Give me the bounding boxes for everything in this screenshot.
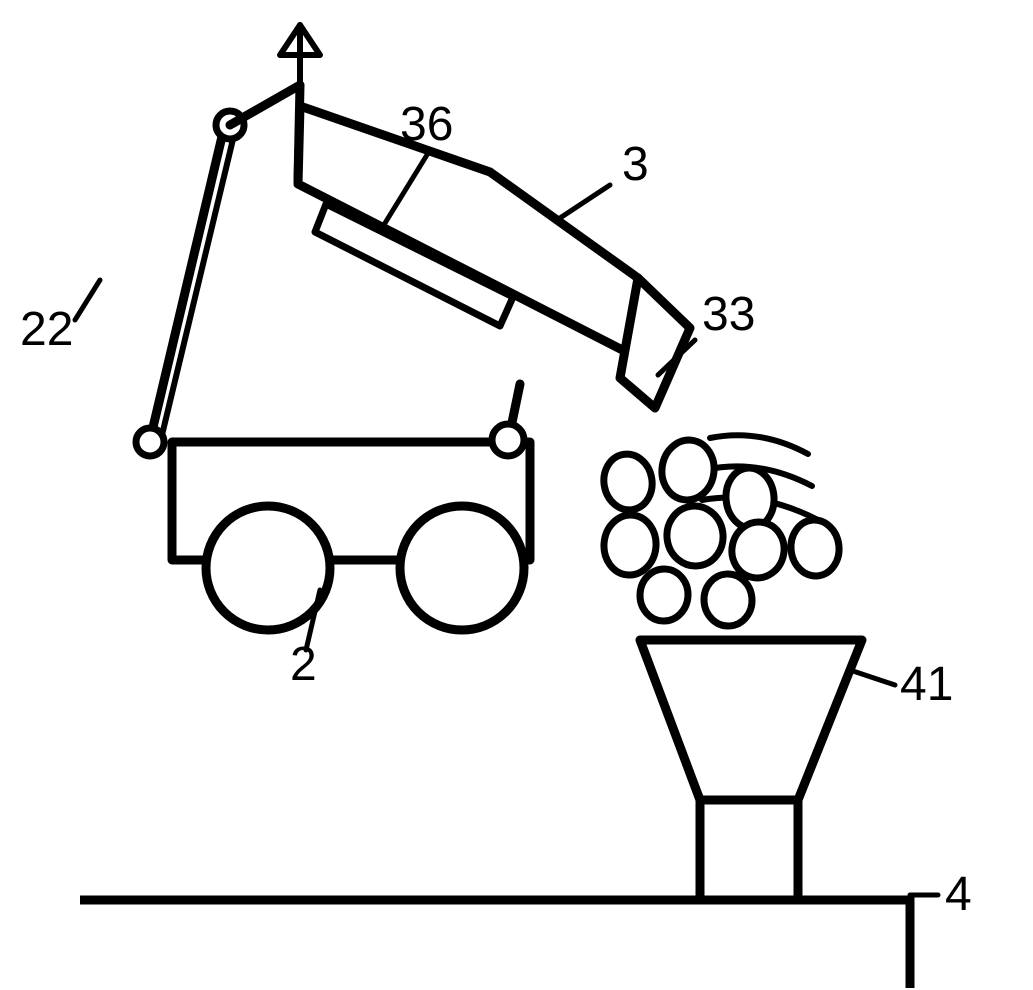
label-l2: 2 xyxy=(290,638,317,691)
lift-cylinder-outer xyxy=(150,128,224,440)
material-rock xyxy=(658,437,718,504)
dump-tailgate xyxy=(620,278,690,408)
material-rock xyxy=(600,450,657,513)
lift-pivot-bottom xyxy=(136,428,164,456)
motion-arc xyxy=(710,435,808,454)
label-l41: 41 xyxy=(900,658,953,711)
truck-wheel xyxy=(206,506,330,630)
material-rock xyxy=(702,572,754,627)
label-l33: 33 xyxy=(702,288,755,341)
dump-rear-pivot xyxy=(492,424,524,456)
lift-cylinder-inner xyxy=(162,135,234,435)
leader-line-l3 xyxy=(560,185,610,218)
diagram-svg: 36333222414 xyxy=(0,0,1033,990)
material-rock xyxy=(663,502,727,569)
platform-edge xyxy=(80,900,910,988)
material-rock xyxy=(638,567,690,622)
material-rock xyxy=(788,518,842,579)
truck-wheel xyxy=(400,506,524,630)
hopper-base xyxy=(700,800,798,900)
leader-line-l22 xyxy=(75,280,100,320)
label-l4: 4 xyxy=(945,868,972,921)
label-l36: 36 xyxy=(400,98,453,151)
diagram-root: 36333222414 xyxy=(0,0,1033,990)
label-l3: 3 xyxy=(622,138,649,191)
label-l22: 22 xyxy=(20,303,73,356)
leader-line-l41 xyxy=(850,670,895,685)
material-rock xyxy=(601,513,658,577)
hopper-funnel xyxy=(640,640,862,800)
dump-body xyxy=(298,106,638,358)
